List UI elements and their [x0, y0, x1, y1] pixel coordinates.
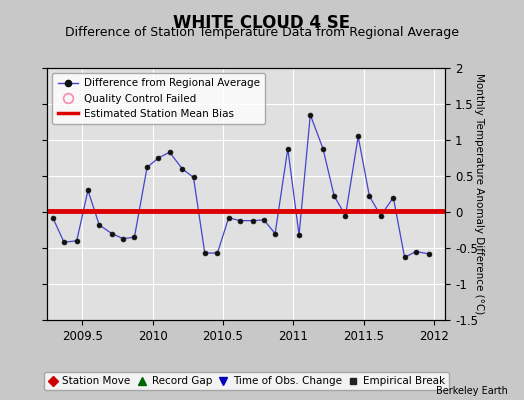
Legend: Station Move, Record Gap, Time of Obs. Change, Empirical Break: Station Move, Record Gap, Time of Obs. C… — [43, 372, 449, 390]
Text: Berkeley Earth: Berkeley Earth — [436, 386, 508, 396]
Text: WHITE CLOUD 4 SE: WHITE CLOUD 4 SE — [173, 14, 351, 32]
Text: Difference of Station Temperature Data from Regional Average: Difference of Station Temperature Data f… — [65, 26, 459, 39]
Y-axis label: Monthly Temperature Anomaly Difference (°C): Monthly Temperature Anomaly Difference (… — [474, 73, 484, 315]
